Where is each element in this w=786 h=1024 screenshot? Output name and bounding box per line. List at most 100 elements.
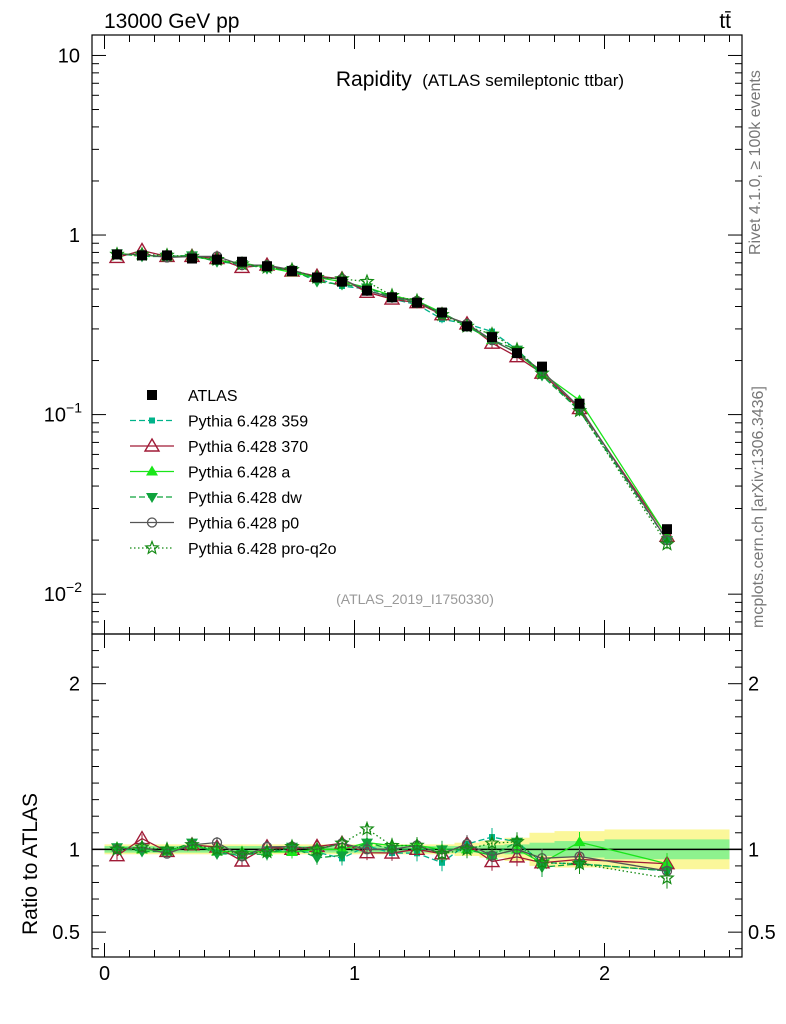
- x-tick-label: 2: [599, 963, 610, 985]
- atlas-data-point: [537, 361, 547, 372]
- legend-label: Pythia 6.428 370: [188, 439, 308, 456]
- plot-title-group: Rapidity (ATLAS semileptonic ttbar): [336, 68, 624, 91]
- series-pythia-6-428-pro-q2o-ratio-point: [134, 839, 150, 854]
- x-tick-label: 1: [349, 963, 360, 985]
- series-pythia-6-428-pro-q2o-ratio-point: [571, 855, 588, 871]
- ratio-tick-label-right: 1: [748, 839, 759, 861]
- series-pythia-6-428-pro-q2o-ratio-point: [409, 837, 425, 852]
- series-pythia-6-428-pro-q2o-ratio-point: [159, 841, 175, 856]
- series-pythia-6-428-a-ratio-point: [573, 836, 586, 847]
- ratio-tick-label-right: 0.5: [748, 922, 776, 944]
- atlas-data-point: [487, 332, 497, 343]
- atlas-data-point: [462, 321, 472, 332]
- series-pythia-6-428-dw-ratio-point: [336, 851, 348, 862]
- series-pythia-6-428-pro-q2o-ratio-point: [109, 841, 125, 856]
- legend-marker-atlas: [147, 390, 157, 400]
- y-tick-label: 10: [58, 45, 80, 67]
- atlas-data-point: [287, 266, 297, 277]
- ratio-tick-label-left: 1: [69, 839, 80, 861]
- atlas-data-point: [387, 292, 397, 303]
- series-pythia-6-428-370-ratio-point: [483, 853, 501, 868]
- legend-label: Pythia 6.428 a: [188, 465, 290, 482]
- series-pythia-6-428-pro-q2o-ratio-point: [484, 835, 500, 850]
- series-pythia-6-428-pro-q2o-point: [571, 402, 588, 418]
- atlas-data-point: [362, 285, 372, 296]
- series-pythia-6-428-pro-q2o-point: [359, 273, 375, 289]
- atlas-data-point: [312, 272, 322, 283]
- legend-entry: Pythia 6.428 a: [130, 465, 290, 482]
- legend-entry: Pythia 6.428 p0: [130, 516, 299, 533]
- atlas-data-point: [574, 398, 585, 409]
- atlas-data-point: [112, 249, 122, 260]
- series-pythia-6-428-pro-q2o-ratio-point: [384, 837, 400, 853]
- y-tick-label: 10−1: [44, 400, 82, 427]
- series-pythia-6-428-pro-q2o-ratio-point: [434, 845, 450, 861]
- ratio-tick-label-left: 0.5: [52, 922, 80, 944]
- series-pythia-6-428-pro-q2o-ratio-point: [509, 833, 525, 849]
- atlas-data-point: [662, 524, 672, 535]
- series-pythia-6-428-pro-q2o-ratio: [109, 820, 675, 889]
- legend-label: Pythia 6.428 pro-q2o: [188, 541, 337, 558]
- series-pythia-6-428-pro-q2o-ratio-point: [234, 845, 250, 861]
- series-pythia-6-428-dw-ratio-point: [311, 853, 323, 864]
- legend-label: ATLAS: [188, 388, 238, 405]
- legend-marker: [149, 417, 155, 424]
- legend-entry: Pythia 6.428 dw: [130, 490, 302, 507]
- series-pythia-6-428-pro-q2o-ratio-point: [184, 836, 200, 852]
- legend-entry: ATLAS: [147, 388, 238, 405]
- series-pythia-6-428-359-ratio-point: [439, 859, 445, 866]
- rivet-version-label: Rivet 4.1.0, ≥ 100k events: [747, 70, 764, 255]
- legend-label: Pythia 6.428 359: [188, 414, 308, 431]
- atlas-data: [112, 249, 672, 535]
- series-pythia-6-428-pro-q2o-ratio-point: [659, 869, 675, 885]
- series-pythia-6-428-pro-q2o-point: [659, 535, 675, 551]
- legend: ATLAS Pythia 6.428 359 Pythia 6.428 370 Pyt…: [130, 388, 337, 558]
- legend-marker: [143, 437, 161, 452]
- legend-marker: [144, 539, 160, 555]
- legend-entry: Pythia 6.428 pro-q2o: [130, 539, 337, 558]
- legend-entry: Pythia 6.428 359: [130, 414, 308, 431]
- series-pythia-6-428-370-ratio-point: [508, 848, 526, 863]
- legend-marker: [146, 493, 158, 503]
- ratio-tick-label-left: 2: [69, 674, 80, 696]
- atlas-data-point: [262, 261, 272, 272]
- series-pythia-6-428-pro-q2o-ratio-point: [309, 841, 325, 856]
- series-pythia-6-428-pro-q2o-ratio-point: [259, 843, 275, 859]
- legend-marker: [146, 465, 158, 476]
- analysis-reference: (ATLAS_2019_I1750330): [336, 591, 494, 607]
- legend-label: Pythia 6.428 p0: [188, 516, 299, 533]
- process-label: tt̄: [719, 10, 731, 33]
- atlas-data-point: [412, 297, 422, 308]
- ratio-tick-label-right: 2: [748, 674, 759, 696]
- atlas-data-point: [437, 307, 447, 318]
- plot-title: Rapidity: [336, 68, 412, 91]
- atlas-data-point: [337, 276, 347, 287]
- atlas-data-point: [162, 250, 172, 261]
- ratio-frame: [91, 633, 743, 958]
- atlas-data-point: [512, 348, 522, 359]
- series-pythia-6-428-359-ratio-line: [117, 836, 668, 872]
- series-pythia-6-428-pro-q2o-ratio-point: [534, 854, 550, 870]
- legend-entry: Pythia 6.428 370: [130, 437, 308, 456]
- series-pythia-6-428-pro-q2o-ratio-point: [334, 835, 350, 850]
- series-pythia-6-428-pro-q2o-ratio-point: [459, 841, 475, 856]
- series-pythia-6-428-pro-q2o-ratio-point: [284, 838, 300, 854]
- atlas-data-point: [137, 250, 147, 261]
- series-pythia-6-428-p0-ratio-point: [361, 844, 373, 855]
- x-tick-label: 0: [99, 963, 110, 985]
- series-pythia-6-428-pro-q2o-ratio-point: [209, 841, 225, 856]
- ratio-axis-label: Ratio to ATLAS: [19, 793, 42, 935]
- ratio-plot-area: 0.5 0.5 1 1 2 2 0 1 2: [52, 633, 776, 985]
- y-tick-label: 10−2: [44, 579, 82, 606]
- atlas-data-point: [187, 253, 197, 264]
- atlas-data-point: [237, 256, 247, 267]
- beam-energy-label: 13000 GeV pp: [104, 10, 239, 33]
- legend-label: Pythia 6.428 dw: [188, 490, 302, 507]
- main-plot-area: 10 1 10−1 10−2: [44, 34, 743, 957]
- series-pythia-6-428-pro-q2o-ratio-point: [359, 820, 375, 836]
- legend-marker: [146, 517, 158, 528]
- plot-subtitle: (ATLAS semileptonic ttbar): [422, 71, 624, 90]
- atlas-data-point: [212, 254, 222, 265]
- mcplots-label: mcplots.cern.ch [arXiv:1306.3436]: [750, 386, 767, 628]
